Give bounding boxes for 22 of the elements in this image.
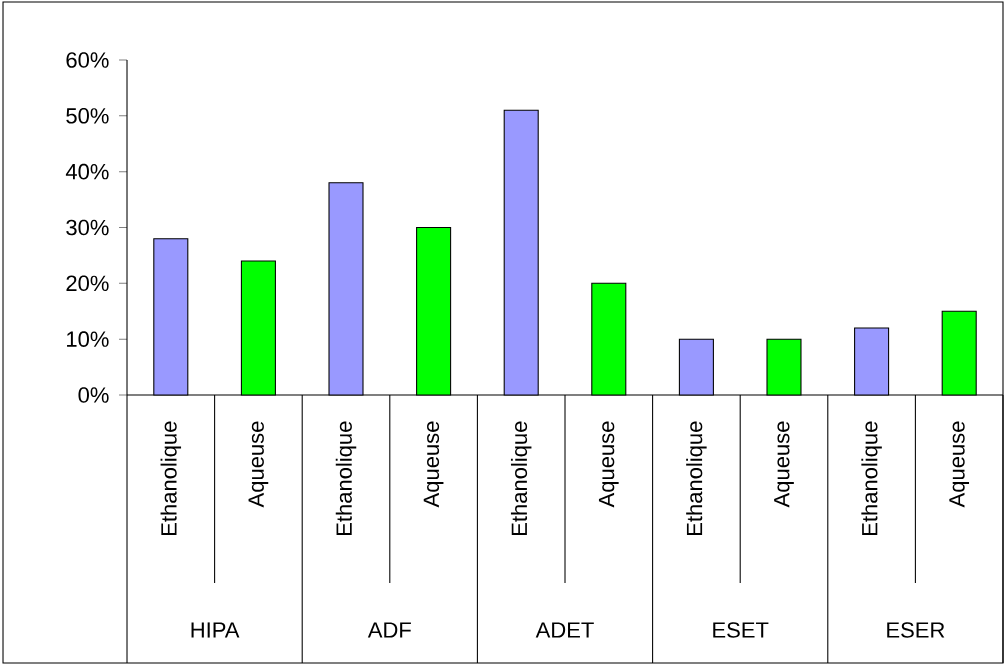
- x-tick-label: Ethanolique: [861, 421, 882, 535]
- x-tick-label: Ethanolique: [335, 421, 357, 535]
- text: ADET: [535, 622, 594, 638]
- x-tick-label: Aqueuse: [949, 421, 970, 508]
- text: HIPA: [191, 622, 240, 638]
- text: ESET: [713, 622, 769, 638]
- text: ESER: [887, 622, 945, 638]
- x-tick-label: Ethanolique: [510, 421, 532, 535]
- x-tick-label: Ethanolique: [686, 421, 707, 535]
- x-tick-label: Aqueuse: [598, 421, 619, 508]
- x-tick-label: Aqueuse: [423, 421, 444, 508]
- y-tick-label: 10%: [67, 331, 109, 347]
- x-tick-label: Aqueuse: [248, 421, 269, 508]
- y-tick-label: 60%: [66, 52, 109, 68]
- text: ADF: [367, 622, 411, 638]
- y-tick-label: 30%: [66, 219, 109, 236]
- x-tick-label: Ethanolique: [160, 421, 182, 535]
- x-tick-label: Aqueuse: [774, 421, 794, 508]
- y-tick-label: 50%: [66, 108, 109, 124]
- y-tick-label: 40%: [65, 163, 109, 180]
- y-tick-label: 0%: [78, 387, 109, 403]
- y-tick-label: 20%: [66, 275, 109, 292]
